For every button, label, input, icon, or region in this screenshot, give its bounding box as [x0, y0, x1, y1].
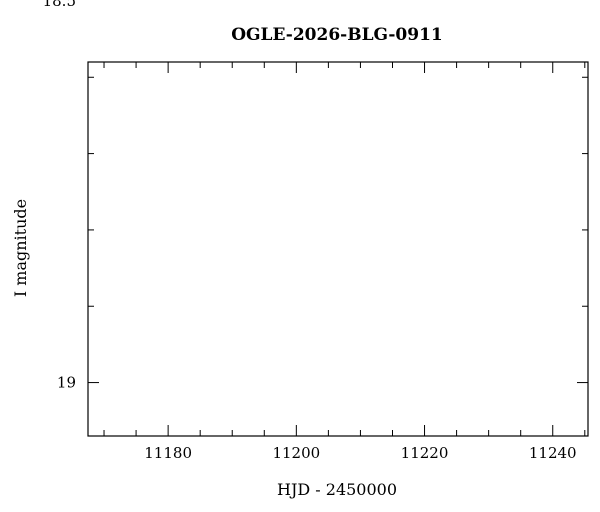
- x-tick-label: 11200: [272, 444, 320, 462]
- x-tick-label: 11220: [401, 444, 449, 462]
- chart-title: OGLE-2026-BLG-0911: [231, 25, 443, 45]
- x-tick-label: 11180: [144, 444, 192, 462]
- x-tick-label: 11240: [529, 444, 577, 462]
- y-tick-label: 18.5: [43, 0, 76, 10]
- y-axis-label: I magnitude: [11, 199, 30, 297]
- axis-ticks: 111801120011220112401818.519: [43, 0, 588, 462]
- y-tick-label: 19: [57, 374, 76, 392]
- plot-frame: [87, 61, 589, 437]
- x-axis-label: HJD - 2450000: [277, 480, 397, 499]
